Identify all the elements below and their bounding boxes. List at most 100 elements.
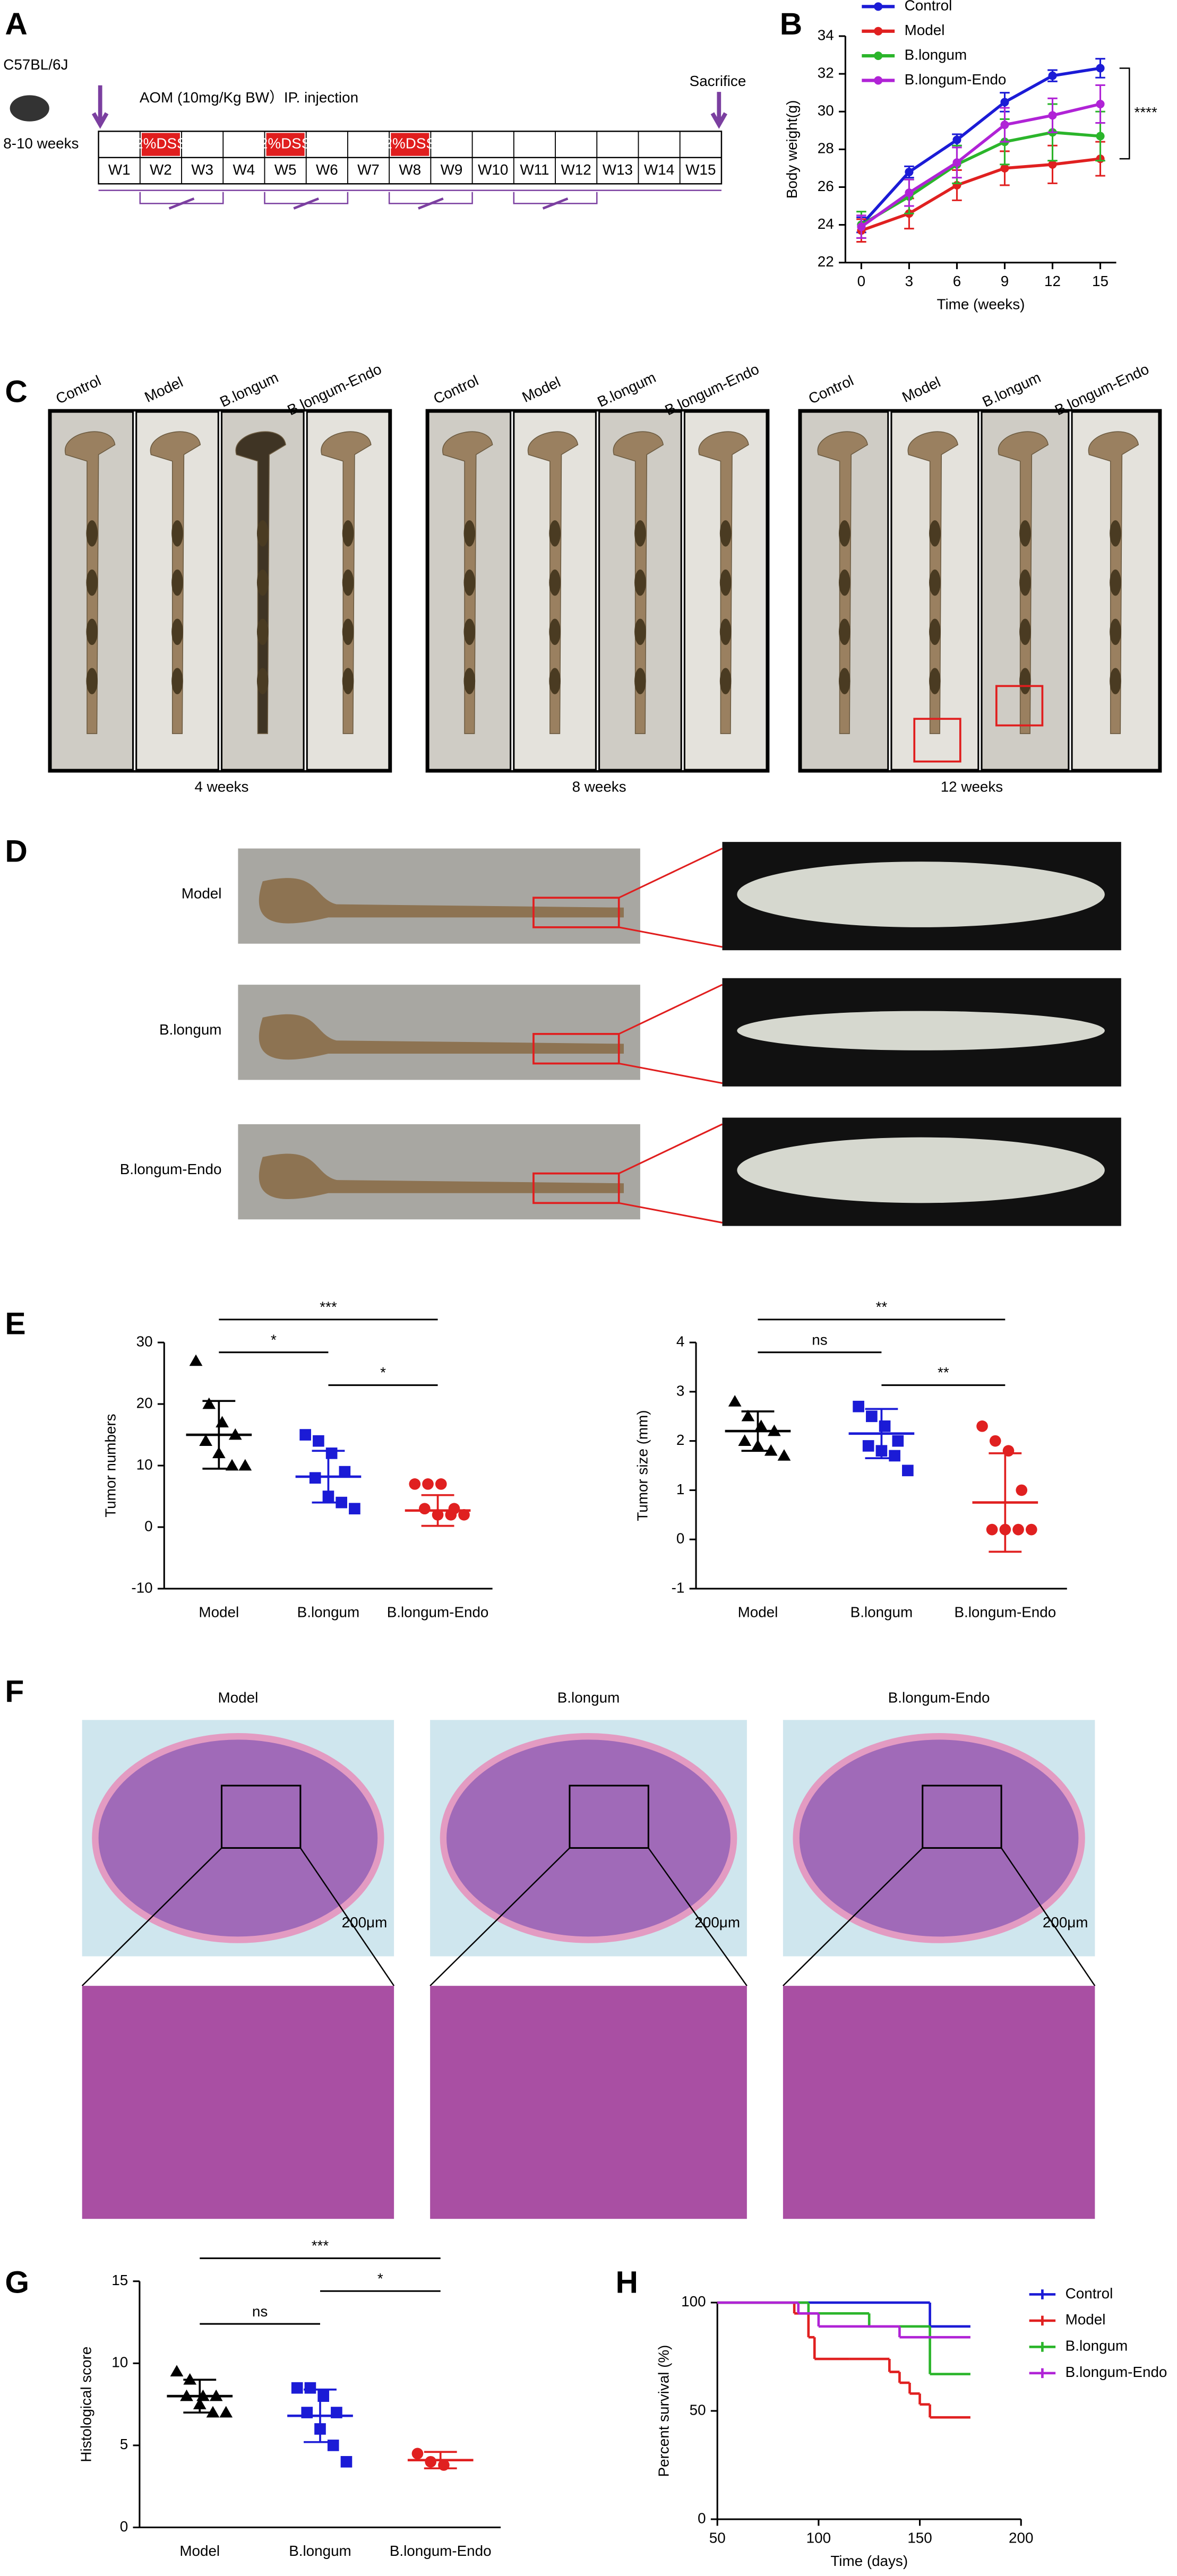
data-point <box>1096 64 1105 73</box>
stool <box>171 618 183 645</box>
legend-line <box>1029 2342 1056 2352</box>
group-label: B.longum <box>557 1689 620 1705</box>
sd-bar <box>304 2388 337 2443</box>
x-tick-label: Model <box>199 1604 239 1621</box>
mouse-icon <box>10 95 49 122</box>
data-point <box>1048 111 1057 120</box>
scale-bar: 200μm <box>342 1914 388 1931</box>
stool <box>1019 569 1031 596</box>
y-axis-label: Tumor numbers <box>102 1414 119 1517</box>
data-point <box>313 1435 324 1447</box>
zoom-box <box>220 1785 302 1849</box>
data-point <box>902 1464 914 1477</box>
y-tick-label: 10 <box>111 2354 128 2371</box>
data-point <box>866 1410 878 1423</box>
group-label: Model <box>899 374 943 406</box>
week-label: W3 <box>191 161 213 178</box>
panel-label: B <box>780 7 802 41</box>
stool <box>463 520 476 547</box>
stool <box>1110 618 1121 645</box>
dss-label: 2%DSS <box>260 135 311 151</box>
data-point <box>952 158 961 167</box>
stool <box>719 520 732 547</box>
significance-label: * <box>271 1331 277 1348</box>
stool <box>549 618 561 645</box>
group-label: Model <box>520 374 563 406</box>
sd-bar <box>202 1400 236 1470</box>
timeline: W1 W2 W3 W4 W5 W6 W7 W8 W9 W10 W11 W12 W13 W14 W15 2%DS… <box>98 131 723 210</box>
week-label: W11 <box>520 161 549 178</box>
syringe <box>168 197 195 210</box>
legend-label: Model <box>905 22 945 38</box>
y-tick-label: 30 <box>136 1333 153 1349</box>
data-point <box>435 1478 447 1490</box>
data-point <box>728 1395 742 1407</box>
data-point <box>1048 71 1057 80</box>
stool <box>463 668 476 694</box>
y-tick-label: 34 <box>818 27 834 43</box>
y-tick-label: 26 <box>818 178 834 194</box>
group-label: Control <box>806 372 856 407</box>
data-point <box>1016 1484 1028 1496</box>
data-point <box>238 1459 252 1471</box>
tumor-tissue <box>737 1137 1105 1203</box>
stool <box>256 520 269 547</box>
y-tick-label: 100 <box>681 2293 706 2310</box>
injection-span <box>388 192 473 204</box>
legend-label: B.longum-Endo <box>1066 2364 1167 2380</box>
y-axis-label: Tumor size (mm) <box>634 1410 650 1521</box>
photo-group <box>48 409 392 773</box>
significance-bracket <box>1119 67 1130 160</box>
zoom-line <box>648 1847 748 1986</box>
stool <box>839 668 850 694</box>
data-point <box>219 2406 233 2418</box>
y-tick-label: 30 <box>818 102 834 119</box>
group-label: B.longum-Endo <box>120 1161 222 1177</box>
stool <box>634 668 646 694</box>
syringe <box>418 197 444 210</box>
panel-label: F <box>5 1674 24 1709</box>
week-label: W7 <box>357 161 380 178</box>
y-tick-label: 20 <box>136 1394 153 1411</box>
week-label: W4 <box>233 161 255 178</box>
x-tick-label: B.longum-Endo <box>387 1604 489 1621</box>
zoom-line <box>299 1847 395 1986</box>
dss-block <box>266 133 305 156</box>
data-point <box>857 222 866 231</box>
week-label: W8 <box>399 161 421 178</box>
data-point <box>1025 1523 1037 1536</box>
x-tick-label: B.longum <box>297 1604 360 1621</box>
stool <box>256 569 269 596</box>
y-tick-label: 15 <box>111 2272 128 2288</box>
x-tick-label: B.longum-Endo <box>390 2543 492 2559</box>
stool <box>1019 520 1031 547</box>
legend-label: B.longum-Endo <box>905 71 1007 88</box>
data-point <box>952 135 961 144</box>
significance-label: **** <box>1135 104 1157 120</box>
photos: Control Model B.longum B.longum-Endo 4 weeks… <box>48 360 1162 2219</box>
injection-span <box>139 192 224 204</box>
stool <box>342 569 354 596</box>
data-point <box>225 1459 239 1471</box>
data-point <box>340 2456 353 2468</box>
x-tick-label: B.longum <box>289 2543 351 2559</box>
tumor-box <box>913 718 961 763</box>
stool <box>929 618 941 645</box>
x-tick-label: 15 <box>1092 273 1109 289</box>
panel-label: A <box>5 7 27 41</box>
stool <box>171 668 183 694</box>
data-point <box>189 1354 203 1366</box>
y-axis-label: Body weight(g) <box>784 100 800 199</box>
data-point <box>1096 99 1105 109</box>
stool <box>256 668 269 694</box>
data-point <box>905 188 914 197</box>
tumor-tissue <box>737 861 1105 927</box>
y-axis-label: Percent survival (%) <box>656 2345 672 2477</box>
panel-label: G <box>5 2265 29 2299</box>
y-tick-label: 32 <box>818 64 834 81</box>
stool <box>1110 520 1121 547</box>
y-tick-label: 0 <box>698 2510 706 2526</box>
y-tick-label: 0 <box>676 1530 684 1547</box>
stool <box>634 520 646 547</box>
